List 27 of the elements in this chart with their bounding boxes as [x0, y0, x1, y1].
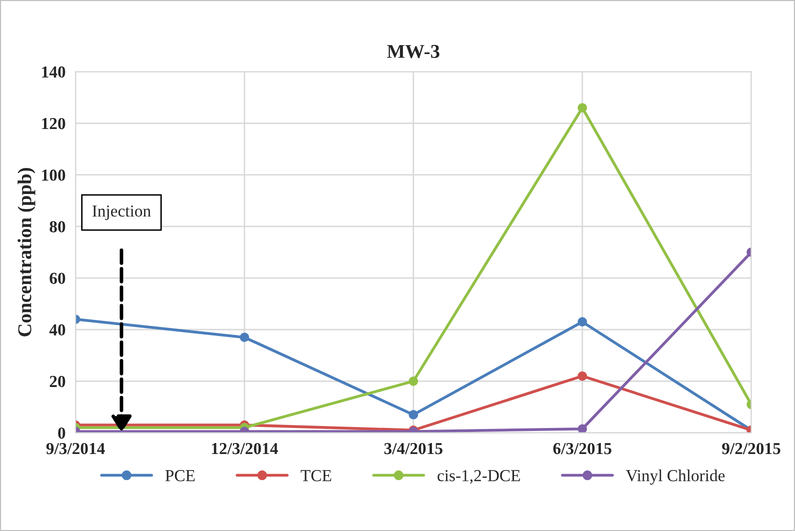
y-tick-label: 80: [50, 221, 66, 232]
y-tick-label: 40: [49, 324, 66, 336]
y-tick-label: 140: [42, 66, 66, 78]
y-tick-label: 60: [50, 272, 66, 284]
point: [578, 371, 588, 381]
legend-label: cis-1,2-DCE: [438, 470, 520, 484]
x-tick-label: 9/2/2015: [722, 442, 780, 454]
y-axis-title: Concentration (ppb): [18, 168, 36, 336]
point: [578, 317, 588, 327]
point: [408, 410, 418, 420]
legend-label: TCE: [300, 470, 332, 482]
legend-label: PCE: [165, 470, 195, 482]
legend-label: Vinyl Chloride: [626, 470, 725, 485]
y-tick-label: 20: [50, 376, 66, 388]
point: [578, 103, 588, 112]
point: [578, 424, 588, 433]
y-tick-label: 100: [42, 170, 66, 181]
point: [240, 332, 250, 342]
x-tick-label: 12/3/2014: [212, 442, 278, 454]
x-tick-label: 3/4/2015: [384, 442, 442, 454]
y-tick-label: 0: [58, 427, 66, 439]
point: [408, 376, 418, 386]
chart-title: MW-3: [387, 44, 440, 58]
y-tick-label: 120: [42, 118, 66, 130]
x-tick-label: 6/3/2015: [553, 442, 612, 454]
annotation: Injection: [92, 205, 151, 220]
x-tick-label: 9/3/2014: [46, 442, 105, 454]
